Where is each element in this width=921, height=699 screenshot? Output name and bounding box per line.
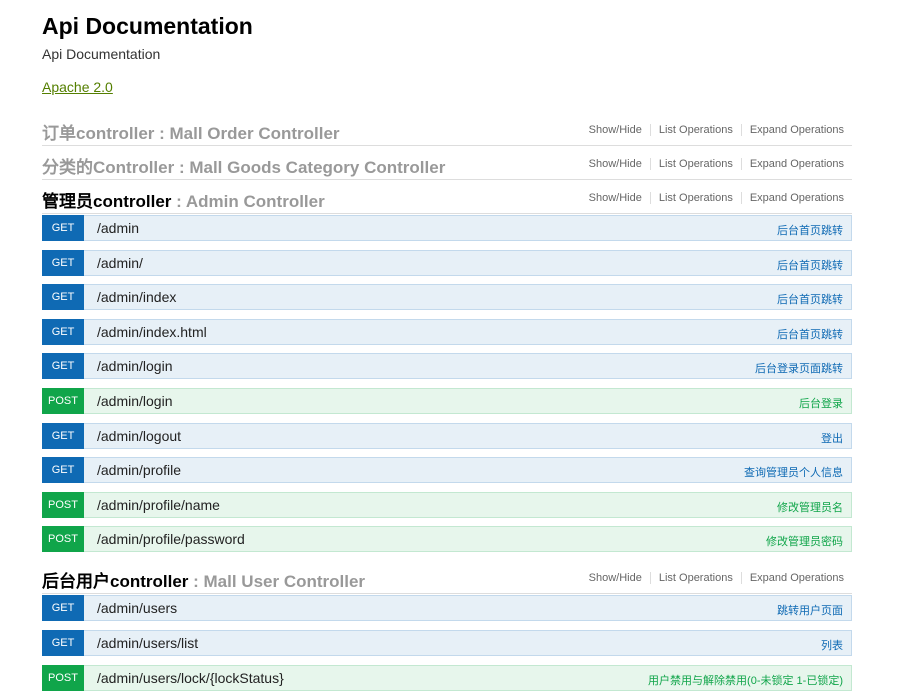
- operation-summary[interactable]: 登出: [821, 432, 843, 445]
- resource-heading: 订单controller : Mall Order Controller Show…: [42, 112, 852, 146]
- operation-list: GET/admin 后台首页跳转 GET/admin/后台首页跳转 GET/admin…: [42, 214, 852, 560]
- endpoint-path[interactable]: /admin/profile/name: [97, 496, 220, 513]
- operation[interactable]: GET/admin/logout 登出: [42, 422, 852, 449]
- operation-summary[interactable]: 修改管理员名: [777, 501, 843, 514]
- operation[interactable]: GET/admin/login 后台登录页面跳转: [42, 353, 852, 380]
- operation[interactable]: GET/admin/后台首页跳转: [42, 249, 852, 276]
- option-link[interactable]: Expand Operations: [749, 192, 844, 204]
- api-description: Api Documentation: [42, 46, 161, 62]
- option-link[interactable]: List Operations: [650, 572, 742, 585]
- operation[interactable]: GET/admin/users 跳转用户页面: [42, 595, 852, 622]
- http-method[interactable]: GET: [42, 457, 84, 484]
- operation[interactable]: POST/admin/profile/password 修改管理员密码: [42, 526, 852, 553]
- operation[interactable]: GET/admin/profile 查询管理员个人信息: [42, 457, 852, 484]
- http-method[interactable]: POST: [42, 526, 84, 553]
- operation-summary[interactable]: 后台首页跳转: [777, 294, 843, 307]
- operation-summary[interactable]: 修改管理员密码: [766, 536, 843, 549]
- endpoint-path[interactable]: /admin: [97, 220, 140, 236]
- endpoint-path[interactable]: /admin/profile: [97, 462, 182, 479]
- resource-heading: 分类的Controller : Mall Goods Category Cont…: [42, 146, 852, 180]
- http-method[interactable]: GET: [42, 629, 84, 656]
- endpoint-path[interactable]: /admin/users/list: [97, 634, 199, 651]
- operation-summary[interactable]: 用户禁用与解除禁用(0-未锁定 1-已锁定): [648, 674, 843, 687]
- api-title: Api Documentation: [42, 13, 253, 39]
- http-method[interactable]: GET: [42, 353, 84, 380]
- option-link[interactable]: List Operations: [650, 158, 742, 170]
- option-link[interactable]: Expand Operations: [749, 124, 844, 136]
- endpoint-path[interactable]: /admin/login: [97, 358, 173, 375]
- option-link[interactable]: List Operations: [650, 124, 742, 136]
- resource-description[interactable]: : Mall User Controller: [188, 572, 366, 592]
- resource: 管理员controller : Admin Controller Show/Hid…: [42, 180, 852, 560]
- http-method[interactable]: POST: [42, 491, 84, 518]
- operation-summary[interactable]: 后台首页跳转: [777, 225, 843, 237]
- operation[interactable]: POST/admin/users/lock/{lockStatus} 用户禁用与解…: [42, 664, 852, 691]
- http-method[interactable]: GET: [42, 595, 84, 622]
- operation-summary[interactable]: 后台首页跳转: [777, 328, 843, 341]
- resource-heading: 后台用户controller : Mall User Controller Sho…: [42, 560, 852, 595]
- resource-title[interactable]: 分类的Controller : Mall Goods Category Cont…: [42, 153, 445, 178]
- operation-summary[interactable]: 后台首页跳转: [777, 259, 843, 272]
- resource-name[interactable]: 管理员controller: [42, 192, 172, 211]
- option-link[interactable]: Show/Hide: [580, 124, 651, 136]
- resource-heading: 管理员controller : Admin Controller Show/Hid…: [42, 180, 852, 214]
- endpoint-path[interactable]: /admin/users: [97, 600, 178, 617]
- resource-title[interactable]: 管理员controller : Admin Controller: [42, 187, 325, 212]
- http-method[interactable]: POST: [42, 664, 84, 691]
- operation[interactable]: GET/admin/index.html 后台首页跳转: [42, 318, 852, 345]
- option-link[interactable]: List Operations: [650, 192, 742, 204]
- operation-list: GET/admin/users 跳转用户页面 GET/admin/users/lis…: [42, 594, 852, 698]
- endpoint-path[interactable]: /admin/index: [97, 289, 177, 306]
- resource-list: 订单controller : Mall Order Controller Show…: [42, 112, 852, 699]
- http-method[interactable]: POST: [42, 387, 84, 414]
- resource-options: Show/Hide List Operations Expand Operation…: [580, 158, 844, 170]
- resource: 后台用户controller : Mall User Controller Sho…: [42, 560, 852, 698]
- option-link[interactable]: Expand Operations: [749, 158, 844, 170]
- resource-title[interactable]: 后台用户controller : Mall User Controller: [42, 567, 365, 592]
- operation[interactable]: GET/admin/index 后台首页跳转: [42, 284, 852, 311]
- http-method[interactable]: GET: [42, 422, 84, 449]
- resource-options: Show/Hide List Operations Expand Operation…: [580, 572, 844, 585]
- http-method[interactable]: GET: [42, 284, 84, 311]
- resource-name[interactable]: 订单controller: [42, 124, 155, 143]
- option-link[interactable]: Show/Hide: [580, 158, 651, 170]
- operation-summary[interactable]: 后台登录页面跳转: [755, 363, 843, 376]
- operation[interactable]: POST/admin/profile/name 修改管理员名: [42, 491, 852, 518]
- operation-summary[interactable]: 列表: [821, 639, 843, 652]
- resource-options: Show/Hide List Operations Expand Operation…: [580, 192, 844, 204]
- resource: 分类的Controller : Mall Goods Category Cont…: [42, 146, 852, 180]
- operation-summary[interactable]: 后台登录: [799, 397, 843, 410]
- resource: 订单controller : Mall Order Controller Show…: [42, 112, 852, 146]
- resource-options: Show/Hide List Operations Expand Operation…: [580, 124, 844, 136]
- option-link[interactable]: Show/Hide: [580, 192, 651, 204]
- http-method[interactable]: GET: [42, 215, 84, 241]
- license-link[interactable]: Apache 2.0: [42, 79, 113, 95]
- resource-description[interactable]: : Admin Controller: [171, 192, 325, 211]
- resource-title[interactable]: 订单controller : Mall Order Controller: [42, 119, 340, 144]
- operation[interactable]: GET/admin/users/list 列表: [42, 629, 852, 656]
- http-method[interactable]: GET: [42, 249, 84, 276]
- endpoint-path[interactable]: /admin/index.html: [97, 323, 207, 340]
- endpoint-path[interactable]: /admin/: [97, 254, 143, 271]
- endpoint-path[interactable]: /admin/users/lock/{lockStatus}: [97, 669, 284, 686]
- resource-description[interactable]: : Mall Order Controller: [154, 124, 340, 143]
- resource-name[interactable]: 分类的Controller: [42, 158, 175, 177]
- resource-name[interactable]: 后台用户controller: [42, 572, 189, 592]
- operation[interactable]: GET/admin 后台首页跳转: [42, 215, 852, 241]
- option-link[interactable]: Show/Hide: [580, 572, 651, 585]
- endpoint-path[interactable]: /admin/login: [97, 392, 173, 409]
- endpoint-path[interactable]: /admin/profile/password: [97, 531, 245, 548]
- option-link[interactable]: Expand Operations: [749, 572, 844, 585]
- operation-summary[interactable]: 查询管理员个人信息: [744, 467, 843, 480]
- resource-description[interactable]: : Mall Goods Category Controller: [174, 158, 446, 177]
- operation[interactable]: POST/admin/login 后台登录: [42, 387, 852, 414]
- http-method[interactable]: GET: [42, 318, 84, 345]
- operation-summary[interactable]: 跳转用户页面: [777, 605, 843, 618]
- endpoint-path[interactable]: /admin/logout: [97, 427, 182, 444]
